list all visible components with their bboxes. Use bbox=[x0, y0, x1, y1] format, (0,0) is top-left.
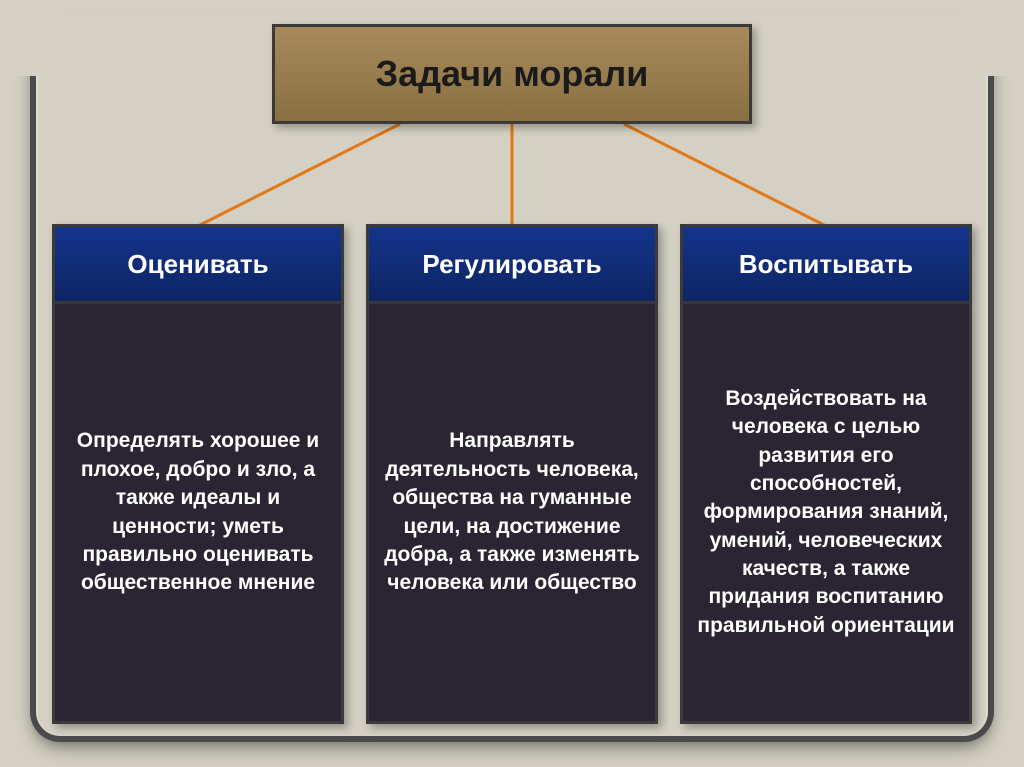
title-box: Задачи морали bbox=[272, 24, 752, 124]
column-evaluate: Оценивать Определять хорошее и плохое, д… bbox=[52, 224, 344, 724]
column-body-text: Воздействовать на человека с целью разви… bbox=[697, 385, 955, 640]
column-header: Воспитывать bbox=[680, 224, 972, 304]
column-body-text: Определять хорошее и плохое, добро и зло… bbox=[69, 427, 327, 597]
column-body: Направлять деятельность человека, общест… bbox=[366, 304, 658, 724]
column-body-text: Направлять деятельность человека, общест… bbox=[383, 427, 641, 597]
column-regulate: Регулировать Направлять деятельность чел… bbox=[366, 224, 658, 724]
column-educate: Воспитывать Воздействовать на человека с… bbox=[680, 224, 972, 724]
column-body: Определять хорошее и плохое, добро и зло… bbox=[52, 304, 344, 724]
column-body: Воздействовать на человека с целью разви… bbox=[680, 304, 972, 724]
column-header-text: Воспитывать bbox=[739, 249, 913, 280]
title-text: Задачи морали bbox=[376, 53, 649, 95]
column-header-text: Оценивать bbox=[127, 249, 268, 280]
column-header: Регулировать bbox=[366, 224, 658, 304]
column-header: Оценивать bbox=[52, 224, 344, 304]
columns-row: Оценивать Определять хорошее и плохое, д… bbox=[52, 224, 972, 724]
column-header-text: Регулировать bbox=[422, 249, 601, 280]
